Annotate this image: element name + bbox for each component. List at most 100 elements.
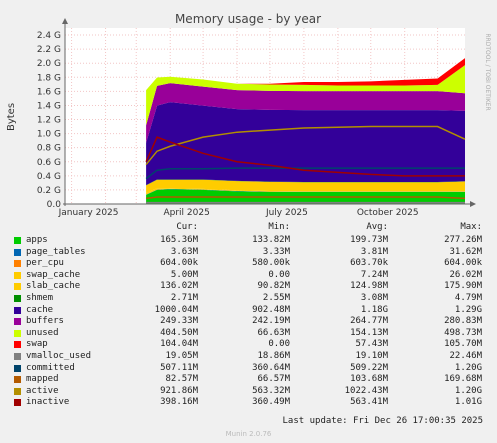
y-tick-labels: 0.0 0.2 G 0.4 G 0.6 G 0.8 G 1.0 G 1.2 G 1.4 G 1.… [37,31,61,210]
legend-cur: 3.63M [170,246,198,257]
y-tick-label: 1.2 G [37,116,61,126]
legend-avg: 124.98M [350,281,388,292]
y-tick-label: 0.0 [47,200,62,210]
legend-swatch [14,341,21,349]
legend-max: 22.46M [449,351,482,361]
legend-avg: 563.41M [350,397,388,408]
legend-swatch [14,399,21,407]
header-avg: Avg: [366,222,388,232]
legend-min: 0.00 [268,269,290,280]
line-mapped [146,196,466,200]
legend-max: 169.68M [444,374,482,385]
legend-avg: 199.73M [350,235,388,245]
y-tick-label: 0.8 G [37,144,61,154]
legend-min: 18.86M [257,351,290,361]
legend-max: 277.26M [444,235,482,245]
legend-avg: 154.13M [350,327,388,338]
y-tick-label: 0.6 G [37,158,61,168]
stack-areas [146,58,465,204]
y-tick-label: 0.4 G [37,172,61,182]
legend-cur: 165.36M [160,235,198,245]
legend-label: mapped [26,374,59,385]
legend-cur: 2.71M [170,293,198,303]
header-max: Max: [460,222,482,232]
legend-avg: 1022.43M [344,385,388,396]
legend-label: unused [26,327,59,338]
legend-cur: 136.02M [160,281,198,292]
legend-label: slab_cache [26,281,81,292]
legend-max: 280.83M [444,316,482,327]
legend-label: shmem [26,293,54,303]
line-inactive [145,136,465,177]
legend-cur: 1000.04M [154,304,198,315]
legend-min: 3.33M [262,246,290,257]
area-page_tables [146,188,465,195]
x-tick-labels: January 2025 April 2025 July 2025 October 2… [58,208,419,218]
legend-avg: 3.81M [360,246,388,257]
legend-label: active [26,385,59,396]
legend-min: 66.57M [257,374,290,385]
y-tick-label: 2.0 G [37,59,61,69]
legend-min: 2.55M [262,293,290,303]
legend-label: inactive [26,397,70,408]
legend-swatch [14,260,21,268]
legend-cur: 5.00M [170,269,198,280]
legend-cur: 104.04M [160,339,198,350]
y-tick-label: 1.6 G [37,87,61,97]
y-tick-label: 2.4 G [37,31,61,41]
legend-avg: 103.68M [350,374,388,385]
x-tick-label: October 2025 [357,208,419,218]
legend-min: 902.48M [252,304,290,315]
y-tick-label: 1.8 G [37,73,61,83]
header-min: Min: [268,222,290,232]
legend-swatch [14,353,21,360]
legend-max: 31.62M [449,246,482,257]
x-tick-label: January 2025 [58,208,119,218]
series-lines [145,125,466,204]
legend-max: 498.73M [444,327,482,338]
legend-min: 563.32M [252,385,290,396]
legend-min: 90.82M [257,281,290,292]
y-tick-label: 1.4 G [37,101,61,111]
legend-swatch [14,271,21,279]
legend-avg: 509.22M [350,362,388,373]
legend-cur: 398.16M [160,397,198,408]
legend-cur: 19.05M [165,351,198,361]
legend-swatch [14,329,21,337]
legend-avg: 19.10M [355,351,388,361]
legend-cur: 404.50M [160,327,198,338]
legend-swatch [14,306,21,314]
rrdtool-credit: RRDTOOL / TOBI OETIKER [484,33,491,110]
y-tick-label: 0.2 G [37,186,61,196]
x-tick-label: July 2025 [265,208,308,218]
legend-min: 0.00 [268,339,290,350]
chart-title: Memory usage - by year [175,12,321,26]
legend-max: 175.90M [444,281,482,292]
legend-avg: 1.18G [360,304,388,315]
legend-cur: 604.00k [160,258,198,269]
legend-min: 242.19M [252,316,290,327]
legend-max: 4.79M [454,293,482,303]
area-swap [146,58,465,91]
x-axis-arrow [470,201,476,207]
legend-swatch [14,283,21,291]
legend-cur: 82.57M [165,374,198,385]
area-cache [146,102,465,186]
legend-avg: 264.77M [350,316,388,327]
legend-avg: 57.43M [355,339,388,350]
legend-label: apps [26,235,48,245]
legend-max: 1.20G [454,385,482,396]
legend-swatch [14,295,21,302]
legend-min: 133.82M [252,235,290,245]
y-axis-arrow [62,18,68,24]
legend-avg: 3.08M [360,293,388,303]
legend-label: per_cpu [26,258,64,269]
legend-min: 360.64M [252,362,290,373]
legend-max: 1.20G [454,362,482,373]
legend-swatch [14,387,21,395]
last-update: Last update: Fri Dec 26 17:00:35 2025 [282,416,483,426]
legend-max: 26.02M [449,269,482,280]
legend-cur: 921.86M [160,385,198,396]
legend-swatch [14,318,21,326]
y-tick-label: 1.0 G [37,130,61,140]
